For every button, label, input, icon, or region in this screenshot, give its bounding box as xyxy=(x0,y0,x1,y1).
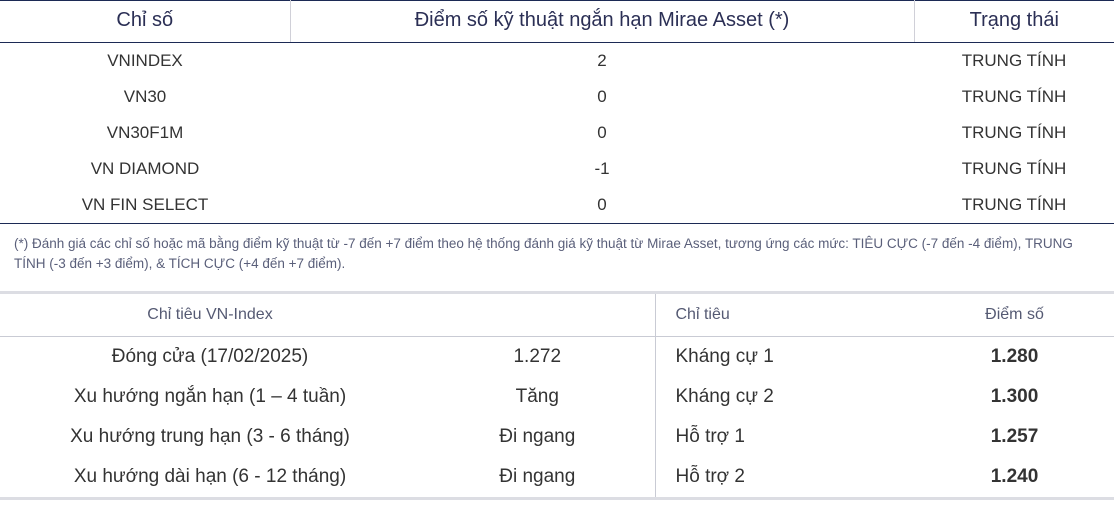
table1-row: VN30F1M 0 TRUNG TÍNH xyxy=(0,115,1114,151)
table2-right-value: 1.257 xyxy=(915,417,1114,457)
table2-right-value: 1.240 xyxy=(915,457,1114,497)
table1-header-score: Điểm số kỹ thuật ngắn hạn Mirae Asset (*… xyxy=(290,1,914,43)
table2-right-label: Kháng cự 1 xyxy=(655,337,915,378)
table2-right-value: 1.300 xyxy=(915,377,1114,417)
table2-right-label: Hỗ trợ 2 xyxy=(655,457,915,497)
table1-cell-score: 0 xyxy=(290,187,914,224)
table1-header-row: Chỉ số Điểm số kỹ thuật ngắn hạn Mirae A… xyxy=(0,1,1114,43)
table2-right-label: Hỗ trợ 1 xyxy=(655,417,915,457)
table2-left-value: 1.272 xyxy=(420,337,655,378)
table1-cell-score: 0 xyxy=(290,115,914,151)
table1-cell-name: VN DIAMOND xyxy=(0,151,290,187)
table1-row: VN DIAMOND -1 TRUNG TÍNH xyxy=(0,151,1114,187)
table1-row: VN FIN SELECT 0 TRUNG TÍNH xyxy=(0,187,1114,224)
table2-left-value: Tăng xyxy=(420,377,655,417)
table2-left-value: Đi ngang xyxy=(420,417,655,457)
table1-header-index: Chỉ số xyxy=(0,1,290,43)
table2-left-value: Đi ngang xyxy=(420,457,655,497)
table1-cell-status: TRUNG TÍNH xyxy=(914,79,1114,115)
table2-header-left-value xyxy=(420,294,655,337)
table1-row: VN30 0 TRUNG TÍNH xyxy=(0,79,1114,115)
table2-right-value: 1.280 xyxy=(915,337,1114,378)
table2-row: Đóng cửa (17/02/2025) 1.272 Kháng cự 1 1… xyxy=(0,337,1114,378)
table1-cell-name: VN30 xyxy=(0,79,290,115)
table2-row: Xu hướng dài hạn (6 - 12 tháng) Đi ngang… xyxy=(0,457,1114,497)
table1-cell-status: TRUNG TÍNH xyxy=(914,115,1114,151)
table1-cell-name: VN FIN SELECT xyxy=(0,187,290,224)
table2-header-left-label: Chỉ tiêu VN-Index xyxy=(0,294,420,337)
table1-cell-status: TRUNG TÍNH xyxy=(914,187,1114,224)
table2-right-label: Kháng cự 2 xyxy=(655,377,915,417)
table1-cell-score: -1 xyxy=(290,151,914,187)
vnindex-metrics-table: Chỉ tiêu VN-Index Chỉ tiêu Điểm số Đóng … xyxy=(0,294,1114,497)
table1-row: VNINDEX 2 TRUNG TÍNH xyxy=(0,43,1114,80)
table2-header-right-label: Chỉ tiêu xyxy=(655,294,915,337)
table1-cell-status: TRUNG TÍNH xyxy=(914,43,1114,80)
table2-left-label: Xu hướng trung hạn (3 - 6 tháng) xyxy=(0,417,420,457)
table2-left-label: Xu hướng ngắn hạn (1 – 4 tuần) xyxy=(0,377,420,417)
table2-row: Xu hướng ngắn hạn (1 – 4 tuần) Tăng Khán… xyxy=(0,377,1114,417)
table2-wrap: Chỉ tiêu VN-Index Chỉ tiêu Điểm số Đóng … xyxy=(0,291,1114,500)
table1-cell-name: VNINDEX xyxy=(0,43,290,80)
table1-cell-status: TRUNG TÍNH xyxy=(914,151,1114,187)
table2-row: Xu hướng trung hạn (3 - 6 tháng) Đi ngan… xyxy=(0,417,1114,457)
table1-header-status: Trạng thái xyxy=(914,1,1114,43)
page-root: Chỉ số Điểm số kỹ thuật ngắn hạn Mirae A… xyxy=(0,0,1114,500)
table1-cell-name: VN30F1M xyxy=(0,115,290,151)
table2-left-label: Đóng cửa (17/02/2025) xyxy=(0,337,420,378)
table2-header-row: Chỉ tiêu VN-Index Chỉ tiêu Điểm số xyxy=(0,294,1114,337)
table1-cell-score: 2 xyxy=(290,43,914,80)
footnote-text: (*) Đánh giá các chỉ số hoặc mã bằng điể… xyxy=(0,224,1114,291)
table1-cell-score: 0 xyxy=(290,79,914,115)
table2-header-right-value: Điểm số xyxy=(915,294,1114,337)
table2-left-label: Xu hướng dài hạn (6 - 12 tháng) xyxy=(0,457,420,497)
technical-score-table: Chỉ số Điểm số kỹ thuật ngắn hạn Mirae A… xyxy=(0,0,1114,224)
